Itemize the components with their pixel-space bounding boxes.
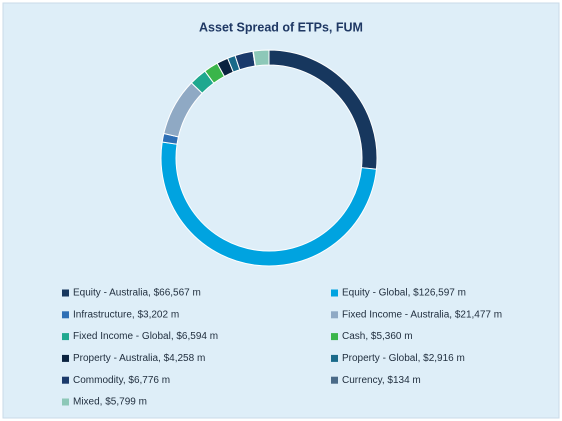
legend-label: Property - Global, $2,916 m	[342, 353, 465, 364]
legend-label: Property - Australia, $4,258 m	[73, 353, 205, 364]
legend-swatch	[62, 311, 69, 319]
chart-title: Asset Spread of ETPs, FUM	[199, 20, 363, 34]
legend-label: Fixed Income - Global, $6,594 m	[73, 331, 218, 342]
legend-swatch	[331, 354, 338, 362]
legend-swatch	[331, 311, 338, 319]
legend-label: Mixed, $5,799 m	[73, 397, 147, 408]
legend-swatch	[62, 398, 69, 406]
legend-label: Equity - Australia, $66,567 m	[73, 288, 201, 299]
legend-label: Equity - Global, $126,597 m	[342, 288, 466, 299]
donut-slice	[252, 49, 270, 67]
legend-swatch	[331, 289, 338, 297]
legend-swatch	[62, 289, 69, 297]
legend-swatch	[62, 376, 69, 384]
legend-label: Fixed Income - Australia, $21,477 m	[342, 309, 502, 320]
legend-label: Commodity, $6,776 m	[73, 375, 170, 386]
legend-swatch	[62, 354, 69, 362]
legend-label: Currency, $134 m	[342, 375, 421, 386]
legend-swatch	[331, 376, 338, 384]
legend-label: Cash, $5,360 m	[342, 331, 413, 342]
legend-swatch	[62, 333, 69, 341]
legend-label: Infrastructure, $3,202 m	[73, 309, 179, 320]
legend-swatch	[331, 333, 338, 341]
